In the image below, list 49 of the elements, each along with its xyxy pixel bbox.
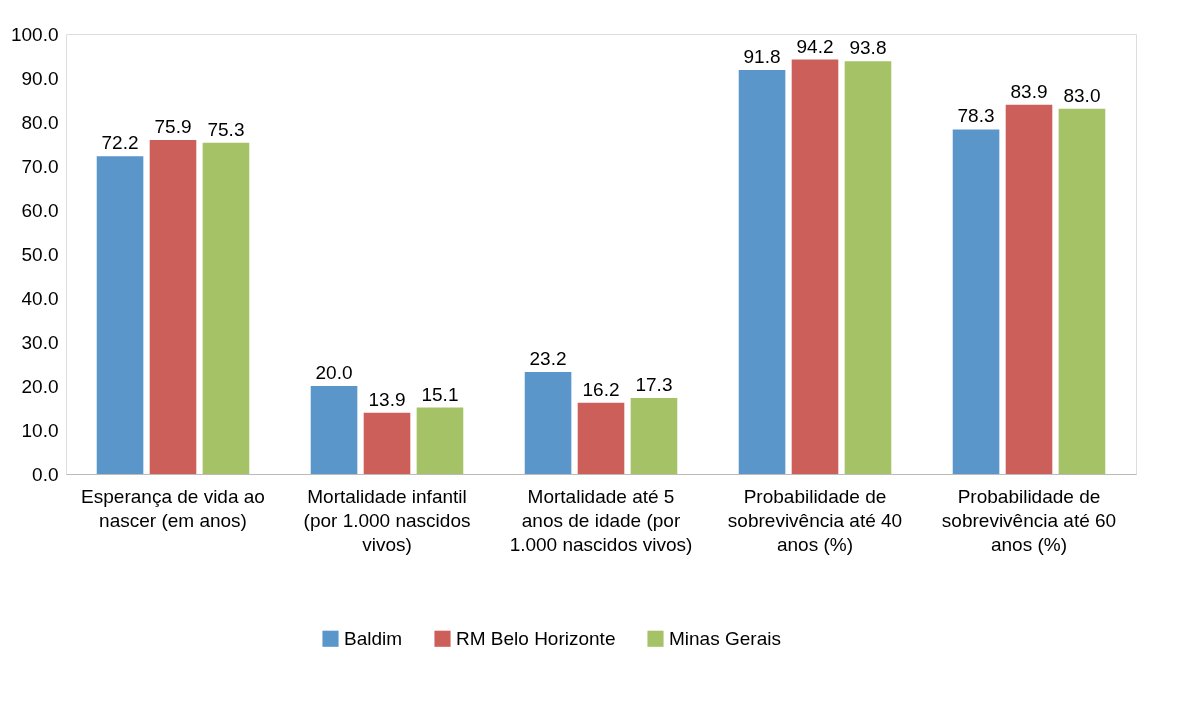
bar: [952, 129, 1000, 474]
bar: [844, 61, 892, 474]
data-label: 16.2: [582, 378, 620, 400]
x-tick-label: Probabilidade de sobrevivência até 40 anos (%): [727, 486, 903, 555]
data-label: 94.2: [796, 35, 834, 57]
x-tick-label: Mortalidade até 5 anos de idade (por 1.000 nascidos vivos): [509, 486, 693, 555]
y-tick-label: 40.0: [21, 287, 59, 309]
bar: [738, 70, 786, 474]
x-tick-label: Mortalidade infantil (por 1.000 nascidos vivos): [303, 486, 471, 555]
y-tick-label: 70.0: [21, 155, 59, 177]
bar: [96, 156, 144, 474]
data-label: 13.9: [368, 388, 406, 410]
y-tick-label: 20.0: [21, 375, 59, 397]
data-label: 83.9: [1010, 80, 1048, 102]
legend-label: RM Belo Horizonte: [456, 627, 616, 649]
bar: [791, 59, 839, 474]
bar: [149, 140, 197, 474]
bar: [1058, 108, 1106, 474]
x-tick-label: Esperança de vida ao nascer (em anos): [81, 486, 265, 531]
y-tick-label: 60.0: [21, 199, 59, 221]
y-tick-label: 100.0: [10, 23, 59, 45]
data-label: 83.0: [1063, 84, 1101, 106]
bar: [363, 412, 411, 474]
data-label: 78.3: [957, 105, 995, 127]
data-label: 20.0: [315, 362, 353, 383]
data-label: 17.3: [635, 373, 673, 395]
bar: [630, 397, 678, 474]
y-tick-label: 0.0: [32, 463, 59, 485]
data-label: 23.2: [529, 347, 567, 369]
bar: [524, 371, 572, 474]
data-label: 75.3: [207, 118, 245, 140]
y-tick-label: 50.0: [21, 243, 59, 265]
bar: [577, 402, 625, 474]
y-tick-label: 90.0: [21, 67, 59, 89]
data-label: 93.8: [849, 37, 887, 59]
legend-label: Minas Gerais: [669, 627, 781, 649]
bar: [202, 142, 250, 474]
data-label: 91.8: [743, 46, 781, 68]
data-label: 75.9: [154, 116, 192, 138]
legend-label: Baldim: [344, 627, 403, 649]
y-tick-label: 10.0: [21, 419, 59, 441]
y-tick-label: 80.0: [21, 111, 59, 133]
y-tick-label: 30.0: [21, 331, 59, 353]
bar: [1005, 104, 1053, 474]
x-tick-label: Probabilidade de sobrevivência até 60 anos (%): [941, 486, 1117, 555]
data-label: 15.1: [421, 383, 459, 405]
bar: [310, 386, 358, 474]
data-label: 72.2: [101, 132, 139, 154]
bar: [416, 407, 464, 474]
